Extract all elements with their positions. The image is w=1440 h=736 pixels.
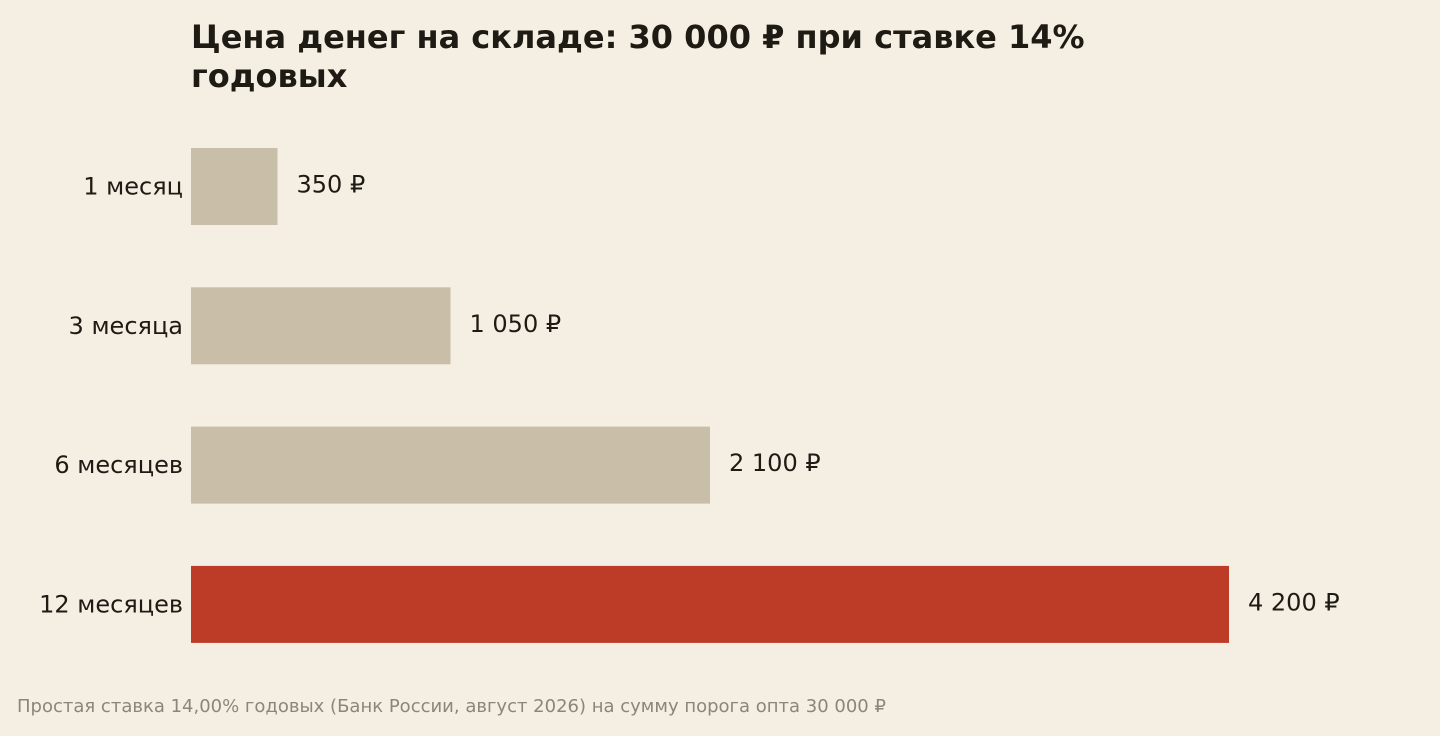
value-label-2: 1 050 ₽ [470, 310, 562, 338]
chart-footnote: Простая ставка 14,00% годовых (Банк Росс… [17, 696, 886, 717]
category-label-2: 3 месяца [69, 312, 183, 340]
bar-4 [191, 565, 1229, 643]
category-label-3: 6 месяцев [54, 451, 183, 479]
value-label-1: 350 ₽ [297, 171, 366, 199]
category-label-4: 12 месяцев [39, 590, 183, 618]
bar-1 [191, 148, 278, 225]
value-label-3: 2 100 ₽ [729, 449, 821, 477]
chart-title: Цена денег на складе: 30 000 ₽ при ставк… [191, 18, 1085, 95]
value-label-4: 4 200 ₽ [1248, 588, 1340, 616]
bar-3 [191, 426, 710, 504]
category-label-1: 1 месяц [83, 173, 183, 201]
bar-2 [191, 287, 451, 365]
